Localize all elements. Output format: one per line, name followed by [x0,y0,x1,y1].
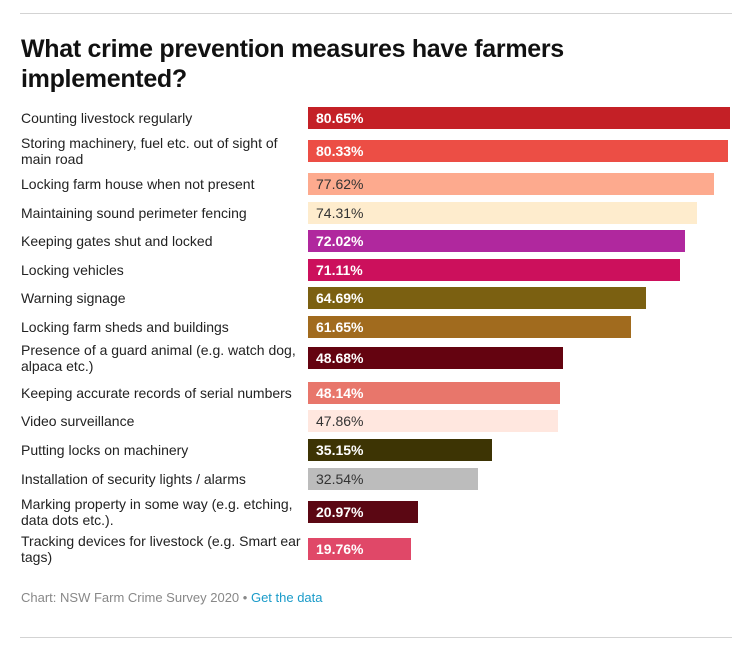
value-label: 32.54% [316,471,364,487]
get-data-link[interactable]: Get the data [250,590,323,605]
category-label: Locking farm house when not present [21,176,255,192]
bar: 71.11% [308,259,680,281]
value-label: 20.97% [316,504,364,520]
category-label: Storing machinery, fuel etc. out of sigh… [21,135,278,167]
bar: 48.14% [308,382,560,404]
top-divider [20,13,732,14]
value-label: 72.02% [316,233,364,249]
value-label: 64.69% [316,290,364,306]
bar: 74.31% [308,202,697,224]
bar: 20.97% [308,501,418,523]
value-label: 80.33% [316,143,364,159]
value-label: 74.31% [316,205,364,221]
value-label: 80.65% [316,110,364,126]
source-text: Chart: NSW Farm Crime Survey 2020 [21,590,240,605]
category-label: Warning signage [21,290,126,306]
value-label: 48.14% [316,385,364,401]
bar: 32.54% [308,468,478,490]
value-label: 35.15% [316,442,364,458]
value-label: 19.76% [316,541,364,557]
bar: 35.15% [308,439,492,461]
value-label: 48.68% [316,350,364,366]
bar: 77.62% [308,173,714,195]
value-label: 47.86% [316,413,364,429]
bar: 61.65% [308,316,631,338]
bar: 19.76% [308,538,411,560]
bottom-divider [20,637,732,638]
category-label: Keeping accurate records of serial numbe… [21,385,292,401]
category-label: Video surveillance [21,413,135,429]
category-label: Putting locks on machinery [21,442,189,458]
separator: • [239,590,251,605]
value-label: 61.65% [316,319,364,335]
category-label: Maintaining sound perimeter fencing [21,205,247,221]
bar: 64.69% [308,287,646,309]
category-label: Installation of security lights / alarms [21,471,246,487]
category-label: Keeping gates shut and locked [21,233,213,249]
bar: 47.86% [308,410,558,432]
chart-footer: Chart: NSW Farm Crime Survey 2020 • Get … [21,590,323,605]
value-label: 71.11% [316,262,363,278]
bar: 80.33% [308,140,728,162]
value-label: 77.62% [316,176,364,192]
category-label: Marking property in some way (e.g. etchi… [21,496,293,528]
chart-title: What crime prevention measures have farm… [21,35,564,93]
bar: 72.02% [308,230,685,252]
bar: 48.68% [308,347,563,369]
category-label: Presence of a guard animal (e.g. watch d… [21,342,296,374]
category-label: Counting livestock regularly [21,110,193,126]
bar: 80.65% [308,107,730,129]
category-label: Tracking devices for livestock (e.g. Sma… [21,533,301,565]
category-label: Locking farm sheds and buildings [21,319,229,335]
category-label: Locking vehicles [21,262,124,278]
